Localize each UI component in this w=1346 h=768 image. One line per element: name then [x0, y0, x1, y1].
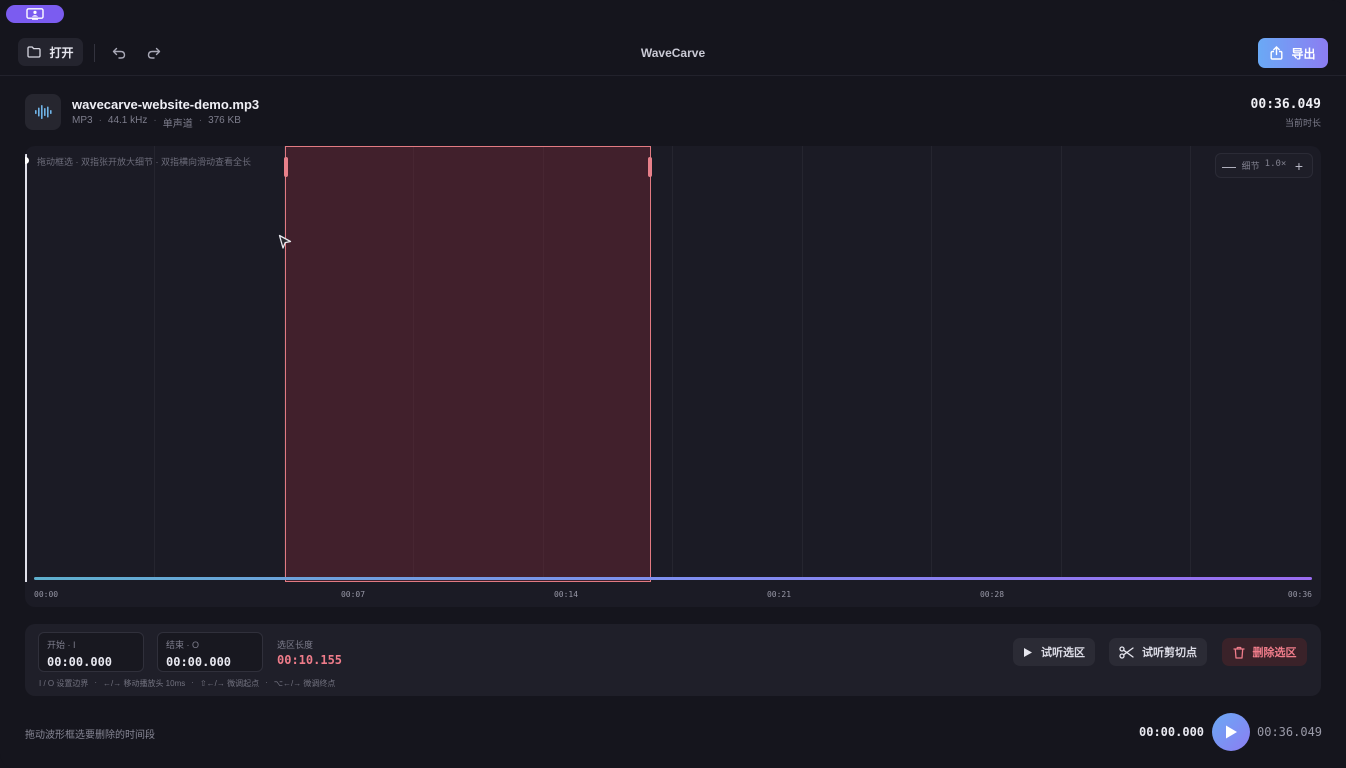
time-tick: 00:07	[340, 590, 366, 599]
time-tick: 00:00	[34, 590, 59, 599]
footer-hint: 拖动波形框选要删除的时间段	[25, 730, 155, 741]
redo-button[interactable]	[143, 42, 165, 64]
overview-track[interactable]	[34, 577, 1312, 580]
keyboard-hint: ⌥←/→ 微调终点	[273, 679, 336, 688]
playhead-knob[interactable]	[25, 157, 29, 164]
start-time-field[interactable]: 开始 · I 00:00.000	[38, 632, 144, 672]
scissors-icon	[1119, 645, 1134, 659]
screen-share-pill[interactable]	[6, 5, 64, 23]
meta-separator: ·	[153, 115, 157, 126]
selection-start-handle[interactable]	[284, 157, 288, 177]
keyboard-hint: I / O 设置边界	[39, 679, 89, 688]
keyboard-hint: ←/→ 移动播放头 10ms	[103, 679, 186, 688]
file-meta: MP3 · 44.1 kHz · 单声道 · 376 KB	[72, 115, 241, 130]
duration-label: 当前时长	[1284, 118, 1321, 128]
keyboard-hint: ⇧←/→ 微调起点	[199, 679, 260, 688]
time-tick: 00:36	[1287, 590, 1312, 599]
preview-selection-label: 试听选区	[1041, 647, 1085, 659]
end-time-label: 结束 · O	[166, 640, 199, 650]
meta-separator: ·	[98, 115, 102, 126]
file-channels: 单声道	[162, 119, 193, 130]
end-time-value[interactable]: 00:00.000	[166, 655, 232, 669]
open-button[interactable]: 打开	[18, 38, 83, 66]
keyboard-hint-separator: ·	[265, 678, 268, 687]
file-duration: 00:36.049	[1250, 97, 1321, 112]
selection-controls-panel: 开始 · I 00:00.000 结束 · O 00:00.000 选区长度 0…	[25, 624, 1321, 696]
file-name: wavecarve-website-demo.mp3	[72, 97, 260, 112]
undo-button[interactable]	[108, 42, 130, 64]
redo-icon	[147, 47, 161, 59]
pointer-cursor-icon	[278, 234, 292, 249]
audio-file-icon	[25, 94, 61, 130]
waveform-canvas[interactable]	[25, 146, 1321, 607]
play-button[interactable]	[1212, 713, 1250, 751]
file-sample-rate: 44.1 kHz	[107, 115, 148, 126]
zoom-value: 1.0×	[1264, 159, 1287, 169]
play-icon	[1024, 647, 1032, 657]
export-label: 导出	[1291, 46, 1316, 61]
delete-selection-label: 删除选区	[1252, 647, 1297, 659]
waveform-icon	[35, 105, 52, 119]
time-tick: 00:14	[553, 590, 579, 599]
delete-selection-button[interactable]: 删除选区	[1222, 638, 1307, 666]
keyboard-hint-separator: ·	[94, 678, 98, 687]
waveform-bars	[25, 307, 1320, 447]
zoom-label: 细节	[1241, 161, 1260, 171]
open-label: 打开	[49, 45, 74, 60]
zoom-in-button[interactable]: +	[1294, 157, 1304, 174]
waveform-hint: 拖动框选 · 双指张开放大细节 · 双指横向滑动查看全长	[37, 157, 251, 167]
waveform-panel[interactable]: 拖动框选 · 双指张开放大细节 · 双指横向滑动查看全长 — 细节 1.0× +…	[25, 146, 1321, 607]
time-tick: 00:21	[766, 590, 792, 599]
end-time-field[interactable]: 结束 · O 00:00.000	[157, 632, 263, 672]
toolbar: 打开 WaveCarve 导出	[0, 30, 1346, 76]
keyboard-hint-separator: ·	[191, 678, 194, 687]
selection-length-value: 00:10.155	[277, 653, 343, 667]
share-icon	[1270, 46, 1283, 60]
preview-cut-button[interactable]: 试听剪切点	[1109, 638, 1207, 666]
undo-icon	[112, 47, 126, 59]
folder-icon	[27, 46, 42, 58]
toolbar-divider	[94, 44, 95, 62]
export-button[interactable]: 导出	[1258, 38, 1328, 68]
zoom-readout: 细节 1.0×	[1242, 159, 1287, 172]
selection-end-handle[interactable]	[648, 157, 652, 177]
file-size: 376 KB	[208, 115, 241, 126]
playhead[interactable]	[25, 154, 29, 582]
preview-cut-label: 试听剪切点	[1142, 647, 1197, 659]
total-time: 00:36.049	[1257, 725, 1323, 739]
zoom-control: — 细节 1.0× +	[1215, 153, 1313, 178]
selection-length-label: 选区长度	[277, 640, 314, 650]
start-time-label: 开始 · I	[47, 640, 76, 650]
time-tick: 00:28	[979, 590, 1005, 599]
play-icon	[1226, 725, 1237, 739]
keyboard-hints: I / O 设置边界 · ←/→ 移动播放头 10ms · ⇧←/→ 微调起点 …	[39, 678, 335, 689]
file-format: MP3	[72, 115, 93, 126]
preview-selection-button[interactable]: 试听选区	[1013, 638, 1095, 666]
monitor-person-icon	[26, 8, 44, 20]
zoom-out-button[interactable]: —	[1222, 157, 1236, 174]
meta-separator: ·	[198, 115, 203, 126]
start-time-value[interactable]: 00:00.000	[47, 655, 113, 669]
app-title: WaveCarve	[640, 46, 706, 60]
current-time: 00:00.000	[1139, 725, 1205, 739]
selection-region[interactable]	[284, 146, 652, 582]
trash-icon	[1232, 646, 1245, 659]
